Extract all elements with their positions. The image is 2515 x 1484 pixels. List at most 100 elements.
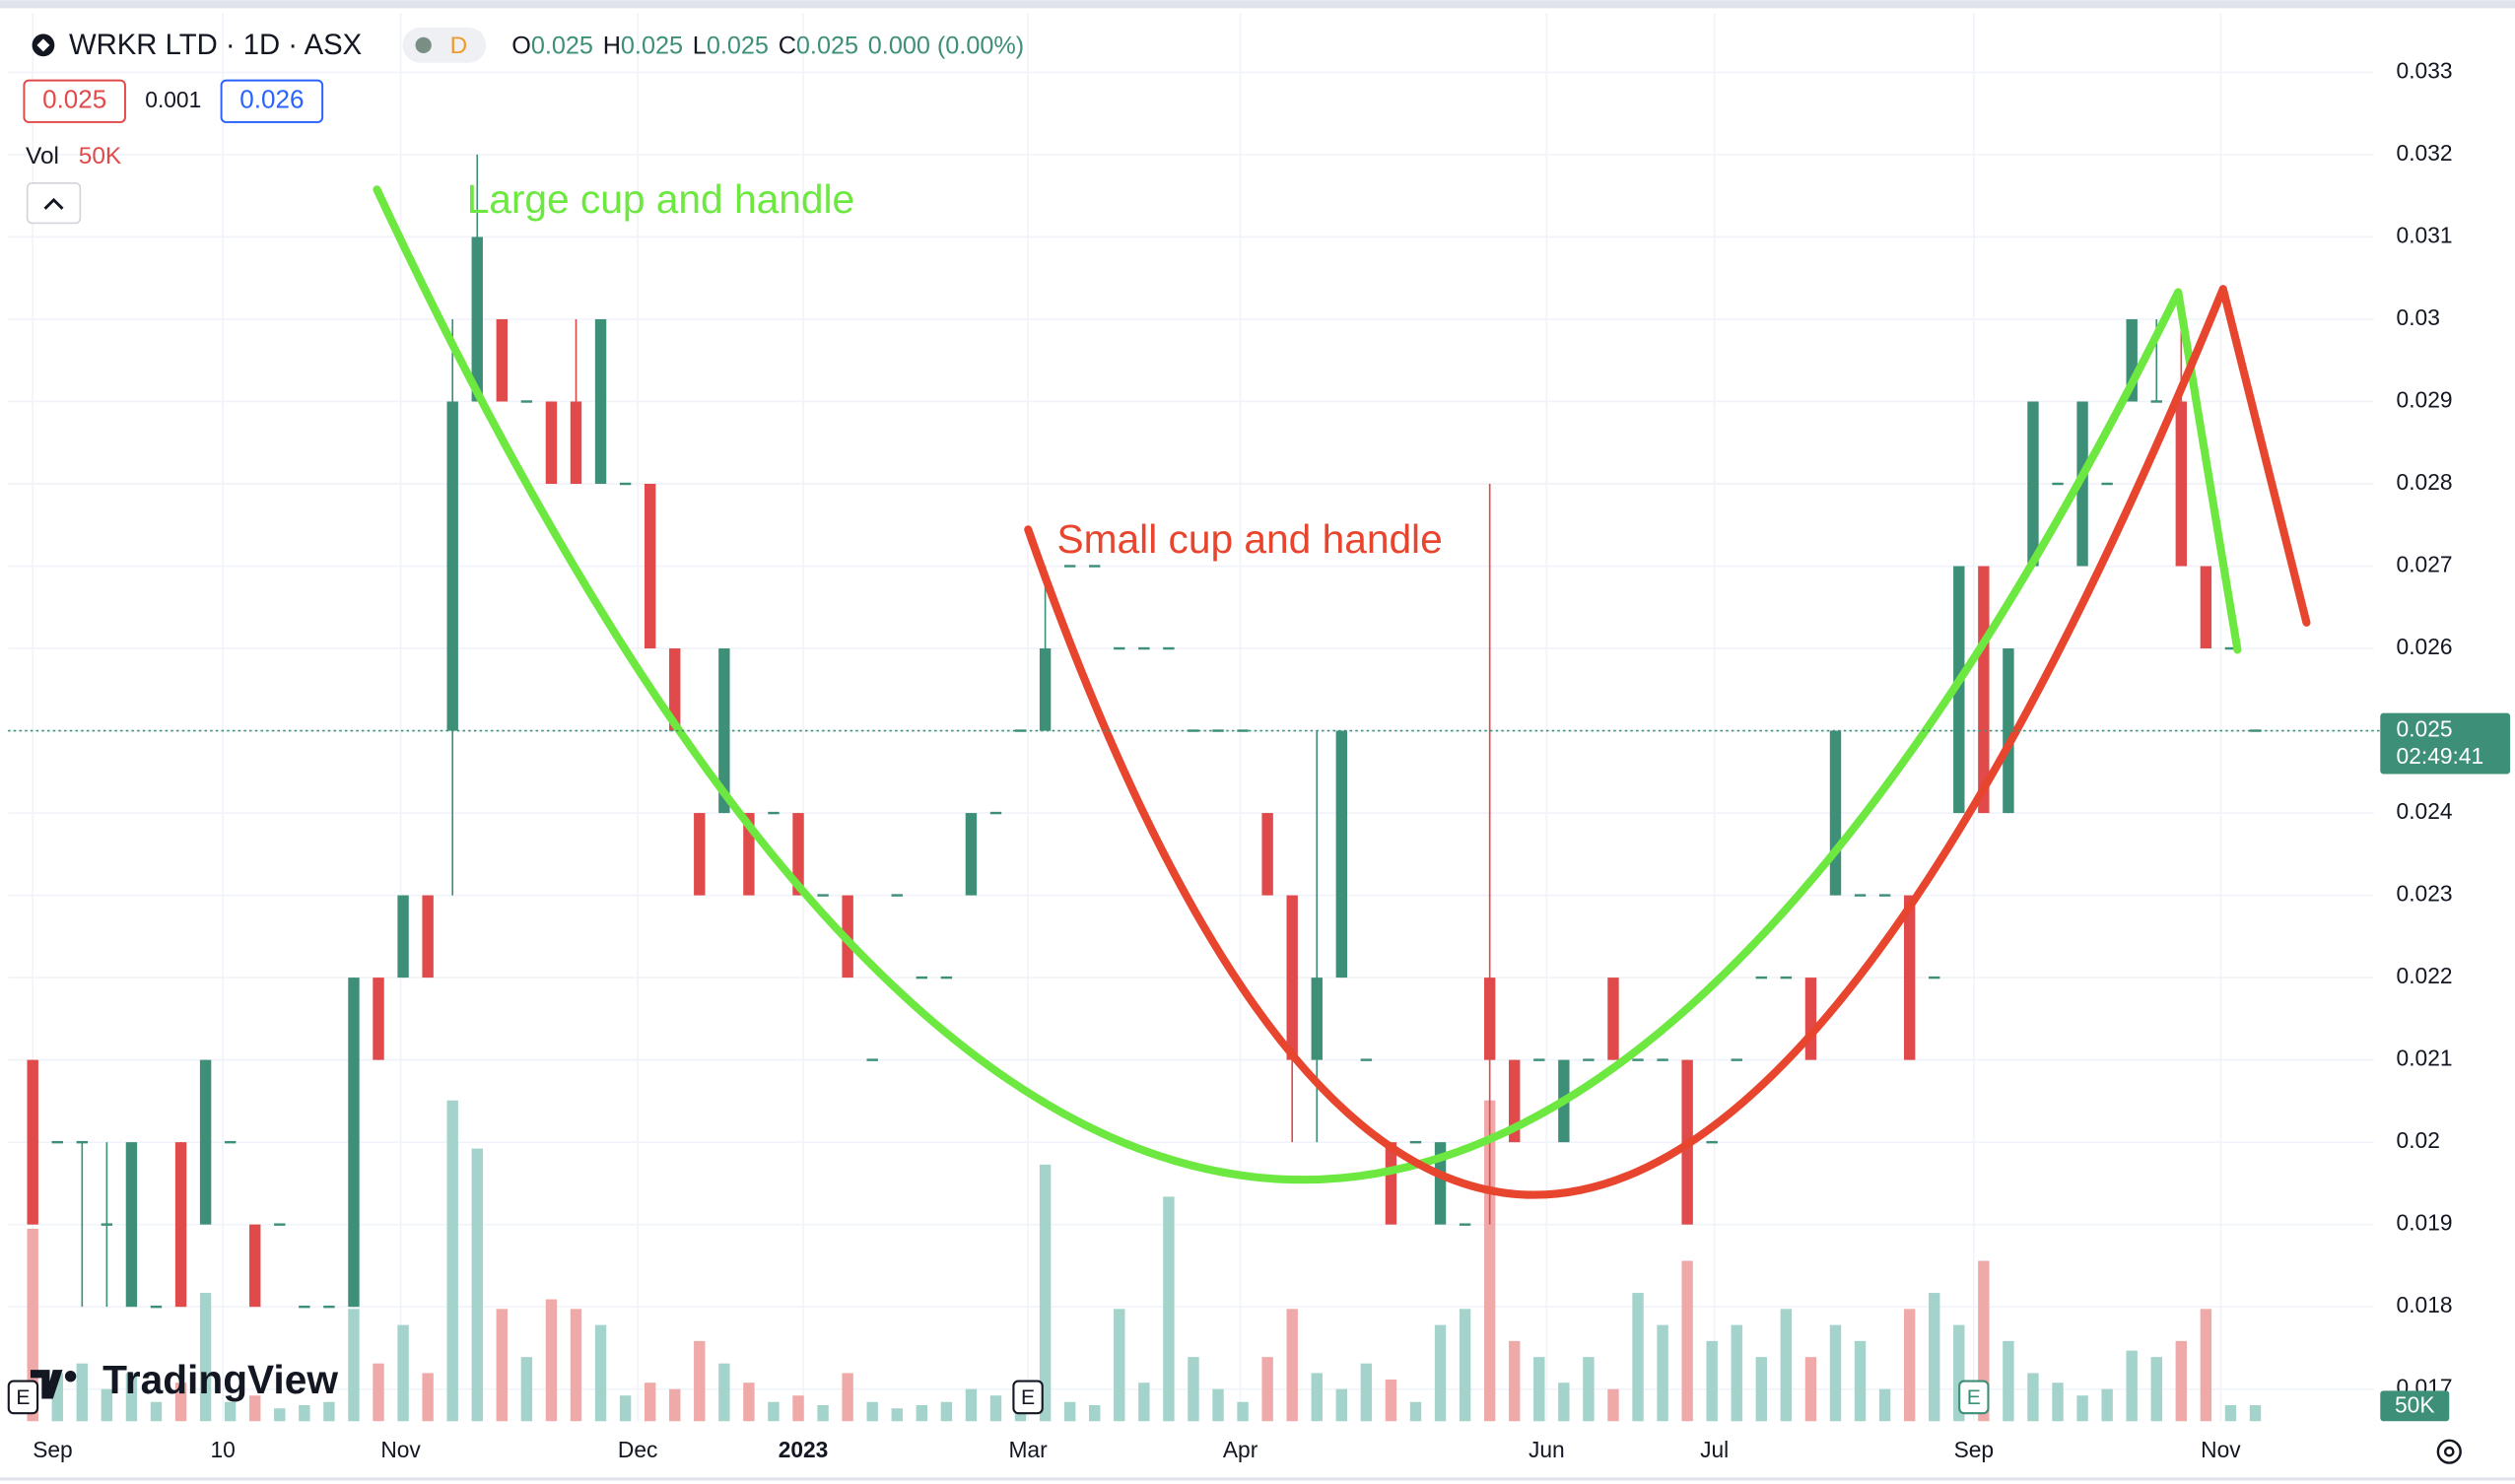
y-tick-label: 0.029 [2397,386,2453,412]
volume-title: Vol [26,143,59,169]
candle-body [373,978,384,1060]
y-tick-label: 0.024 [2397,798,2453,824]
candle-body [125,1142,138,1308]
candle-body [866,1058,878,1061]
event-label: E [16,1386,30,1409]
y-tick-label: 0.032 [2397,140,2453,166]
volume-pane [27,1100,2262,1422]
candle-body [891,894,903,897]
volume-bar [224,1401,237,1422]
bid: 0.025 [42,85,106,114]
volume-bar [594,1324,607,1422]
y-tick-label: 0.026 [2397,634,2453,659]
volume-bar [1434,1324,1447,1422]
badge[interactable] [402,27,487,63]
candle-body [2150,400,2162,403]
spread: 0.001 [145,87,201,112]
volume-bar [940,1401,953,1422]
volume-bar [1829,1324,1842,1422]
volume-bar [51,1373,63,1422]
volume-bar [1212,1388,1224,1422]
candle-body [1434,1142,1447,1225]
volume-bar [1509,1340,1521,1422]
bid-box[interactable] [23,79,126,123]
interval-badge: D [450,33,468,59]
volume-bar [471,1148,483,1422]
candle-body [1706,1140,1718,1144]
y-tick-label: 0.031 [2397,222,2453,247]
candle-body [1903,895,1916,1060]
candle-body [446,401,458,731]
chevron [43,197,64,210]
candle-body [1039,648,1052,731]
x-tick-label: Sep [1954,1437,1995,1462]
volume-bar [422,1373,434,1422]
x-tick-label: Apr [1223,1437,1258,1462]
candle-body [2126,318,2138,402]
y-tick-label: 0.028 [2397,469,2453,495]
volume-bar [1953,1324,1965,1422]
c-value: 0.025 [796,32,858,59]
volume-bar [1681,1260,1693,1422]
volume-bar [1335,1388,1348,1422]
volume-bar [1360,1363,1373,1422]
volume-bar [1286,1309,1298,1422]
volume-bar [1188,1357,1199,1422]
volume-bar [1459,1309,1471,1422]
candle-body [1854,894,1867,897]
y-tick-label: 0.021 [2397,1046,2453,1071]
candle-body [2224,646,2237,650]
volume-bar [520,1357,533,1422]
y-tick-label: 0.027 [2397,552,2453,577]
candle-body [1063,565,1076,568]
candle-body [2101,482,2113,486]
candle-body [1385,1142,1397,1225]
volume-bar [348,1309,360,1422]
event-marker[interactable] [7,1380,39,1415]
settings-icon[interactable] [2436,1439,2462,1464]
candle-body [1286,895,1298,1060]
candle-body [545,401,558,484]
small-cup-curve [1024,285,2311,1199]
countdown: 02:49:41 [2397,743,2484,769]
event-marker[interactable] [1958,1380,1990,1415]
volume-bar [1063,1401,1076,1422]
candle-body [1978,566,1990,814]
volume-bar [1607,1388,1619,1422]
volume-bar [2175,1340,2188,1422]
volume-bar [2027,1373,2039,1422]
volume-bar [1780,1309,1793,1422]
volume-bar [2052,1383,2064,1422]
candle-body [520,400,533,403]
candle-body [1583,1058,1595,1061]
volume-bar [1261,1357,1273,1422]
volume-bar [1089,1404,1101,1422]
candle-body [1138,646,1150,650]
volume-bar [718,1363,730,1422]
candle-body [1335,730,1348,978]
candle-body [1089,565,1101,568]
y-tick-label: 0.022 [2397,963,2453,988]
collapse-button[interactable] [26,181,82,225]
event-marker[interactable] [1012,1380,1044,1415]
volume-bar [1854,1340,1867,1422]
y-tick-label: 0.018 [2397,1292,2453,1317]
candle-body [2200,566,2212,649]
candle-body [471,236,483,402]
volume-bar [1632,1293,1644,1422]
volume-bar [644,1383,656,1422]
candle-body [1731,1058,1742,1061]
annotation-label: Small cup and handle [1057,516,1443,562]
candle-body [2027,401,2039,567]
annotations: Large cup and handle Small cup and handl… [373,176,2311,1199]
o-value: 0.025 [531,32,593,59]
y-tick-label: 0.019 [2397,1210,2453,1236]
ask-box[interactable] [220,79,324,123]
candle-body [1163,646,1175,650]
candle-body [792,813,804,896]
candle-body [101,1223,113,1226]
c-letter: C [779,32,796,59]
volume-bar [27,1228,38,1422]
volume-bar [101,1388,113,1422]
